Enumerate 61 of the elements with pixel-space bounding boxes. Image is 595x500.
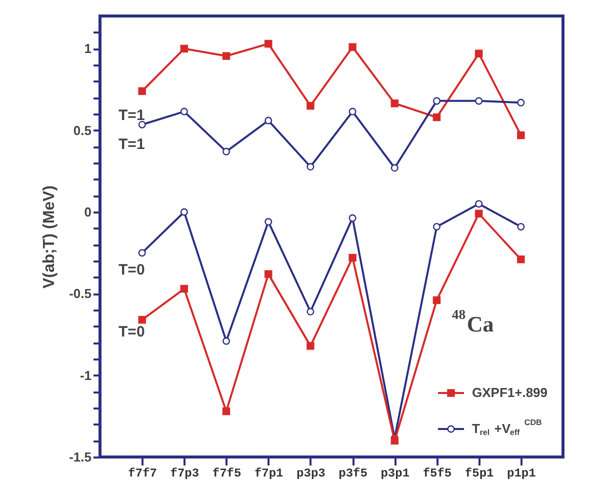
annotation: T=1: [118, 136, 145, 153]
point: [517, 222, 525, 230]
point: [138, 316, 146, 324]
x-tick-label: f5f5: [422, 466, 452, 480]
point: [475, 97, 483, 105]
point: [180, 108, 188, 116]
point: [264, 218, 272, 226]
y-tick-label: 0.5: [73, 122, 92, 138]
x-tick-label: f7f7: [128, 466, 157, 480]
point: [348, 254, 356, 262]
point: [517, 98, 525, 106]
y-tick-label: 0: [84, 204, 92, 220]
point: [390, 164, 398, 172]
point: [222, 337, 230, 345]
legend-label: GXPF1+.899: [472, 385, 548, 400]
point: [180, 284, 188, 293]
x-tick-label: f7f5: [212, 466, 242, 480]
point: [517, 255, 525, 264]
x-tick-label: p3p1: [380, 466, 410, 480]
x-tick-label: p3f5: [338, 466, 368, 480]
y-tick-label: -1.5: [69, 450, 92, 464]
x-tick-label: f5p1: [464, 466, 494, 480]
annotation: T=1: [118, 107, 145, 124]
point: [475, 200, 483, 208]
point: [474, 50, 483, 58]
point: [264, 270, 272, 278]
point: [348, 214, 356, 222]
point: [138, 120, 146, 128]
point: [348, 43, 356, 51]
annotation: T=0: [118, 262, 145, 279]
annotation: T=0: [118, 323, 145, 340]
point: [432, 113, 441, 122]
y-axis-title: V(ab;T) (MeV): [41, 185, 58, 289]
y-tick-label: -0.5: [69, 286, 92, 302]
point: [138, 87, 146, 96]
point: [390, 100, 399, 108]
x-tick-label: p3p3: [296, 466, 326, 480]
point: [306, 308, 314, 316]
point: [390, 436, 399, 445]
point: [264, 40, 272, 48]
point: [222, 148, 230, 156]
x-tick-label: p1p1: [507, 466, 536, 480]
point: [432, 97, 440, 105]
point: [264, 116, 272, 124]
x-tick-label: f7p1: [254, 466, 284, 480]
point: [222, 52, 230, 60]
point: [474, 210, 483, 218]
y-tick-label: 1: [84, 41, 92, 56]
point: [180, 208, 188, 216]
point: [306, 102, 314, 110]
point: [306, 163, 314, 171]
point: [432, 222, 440, 230]
point: [138, 249, 146, 257]
point: [348, 108, 356, 116]
x-tick-label: f7p3: [170, 466, 200, 480]
point: [432, 296, 441, 304]
point: [306, 342, 314, 350]
y-tick-label: -1: [80, 368, 92, 383]
point: [180, 44, 188, 53]
point: [517, 131, 525, 140]
point: [222, 407, 230, 416]
